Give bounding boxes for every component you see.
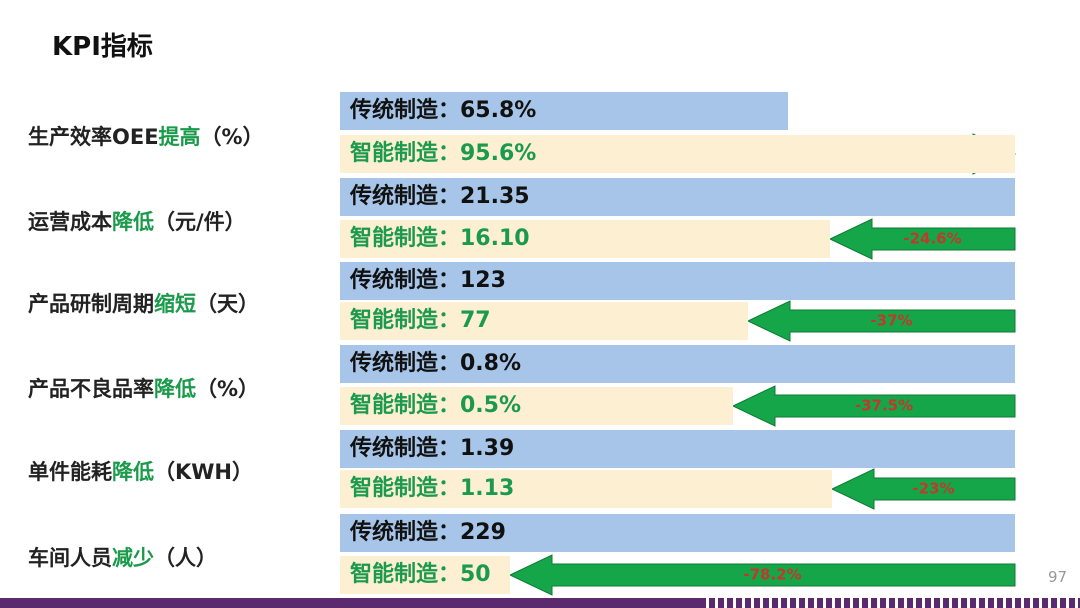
change-label: -37% xyxy=(870,312,912,330)
kpi-unit: （人） xyxy=(154,546,217,570)
kpi-highlight: 降低 xyxy=(154,377,196,401)
kpi-unit: （KWH） xyxy=(154,460,254,484)
kpi-unit: （元/件） xyxy=(154,210,246,234)
smart-bar: 智能制造：50 xyxy=(340,556,510,594)
kpi-name: 产品不良品率 xyxy=(28,377,154,401)
traditional-bar: 传统制造：0.8% xyxy=(340,345,1015,383)
traditional-bar: 传统制造：65.8% xyxy=(340,92,788,130)
kpi-name: 车间人员 xyxy=(28,546,112,570)
kpi-highlight: 降低 xyxy=(112,460,154,484)
change-arrow xyxy=(828,218,1016,260)
traditional-bar: 传统制造：21.35 xyxy=(340,178,1015,216)
smart-bar: 智能制造：0.5% xyxy=(340,387,733,425)
change-arrow xyxy=(746,300,1016,342)
kpi-unit: （%） xyxy=(200,125,264,149)
change-label: -37.5% xyxy=(855,397,913,415)
kpi-unit: （%） xyxy=(196,377,260,401)
smart-bar: 智能制造：16.10 xyxy=(340,220,830,258)
change-arrow xyxy=(830,468,1016,510)
kpi-label: 产品研制周期缩短（天） xyxy=(28,288,259,318)
kpi-name: 产品研制周期 xyxy=(28,292,154,316)
kpi-label: 车间人员减少（人） xyxy=(28,542,217,572)
title: KPI指标 xyxy=(52,32,153,62)
change-label: -24.6% xyxy=(903,230,961,248)
smart-bar: 智能制造：77 xyxy=(340,302,748,340)
change-label: -78.2% xyxy=(743,566,801,584)
kpi-label: 运营成本降低（元/件） xyxy=(28,206,246,236)
kpi-highlight: 提高 xyxy=(158,125,201,149)
traditional-bar: 传统制造：123 xyxy=(340,262,1015,300)
change-arrow xyxy=(508,554,1016,596)
footer-stripe xyxy=(0,598,1080,608)
kpi-label: 产品不良品率降低（%） xyxy=(28,373,259,403)
kpi-unit: （天） xyxy=(196,292,259,316)
kpi-name: 单件能耗 xyxy=(28,460,112,484)
page-number: 97 xyxy=(1048,568,1068,586)
traditional-bar: 传统制造：229 xyxy=(340,514,1015,552)
change-label: -23% xyxy=(912,480,954,498)
kpi-name: 运营成本 xyxy=(28,210,112,234)
kpi-label: 生产效率OEE提高（%） xyxy=(28,121,264,151)
kpi-highlight: 减少 xyxy=(112,546,154,570)
smart-bar: 智能制造：95.6% xyxy=(340,135,1015,173)
change-arrow xyxy=(731,385,1016,427)
traditional-bar: 传统制造：1.39 xyxy=(340,430,1015,468)
footer-hatch xyxy=(700,598,1080,608)
kpi-name: 生产效率OEE xyxy=(28,125,159,149)
kpi-highlight: 降低 xyxy=(112,210,154,234)
smart-bar: 智能制造：1.13 xyxy=(340,470,832,508)
kpi-highlight: 缩短 xyxy=(154,292,196,316)
kpi-label: 单件能耗降低（KWH） xyxy=(28,456,253,486)
